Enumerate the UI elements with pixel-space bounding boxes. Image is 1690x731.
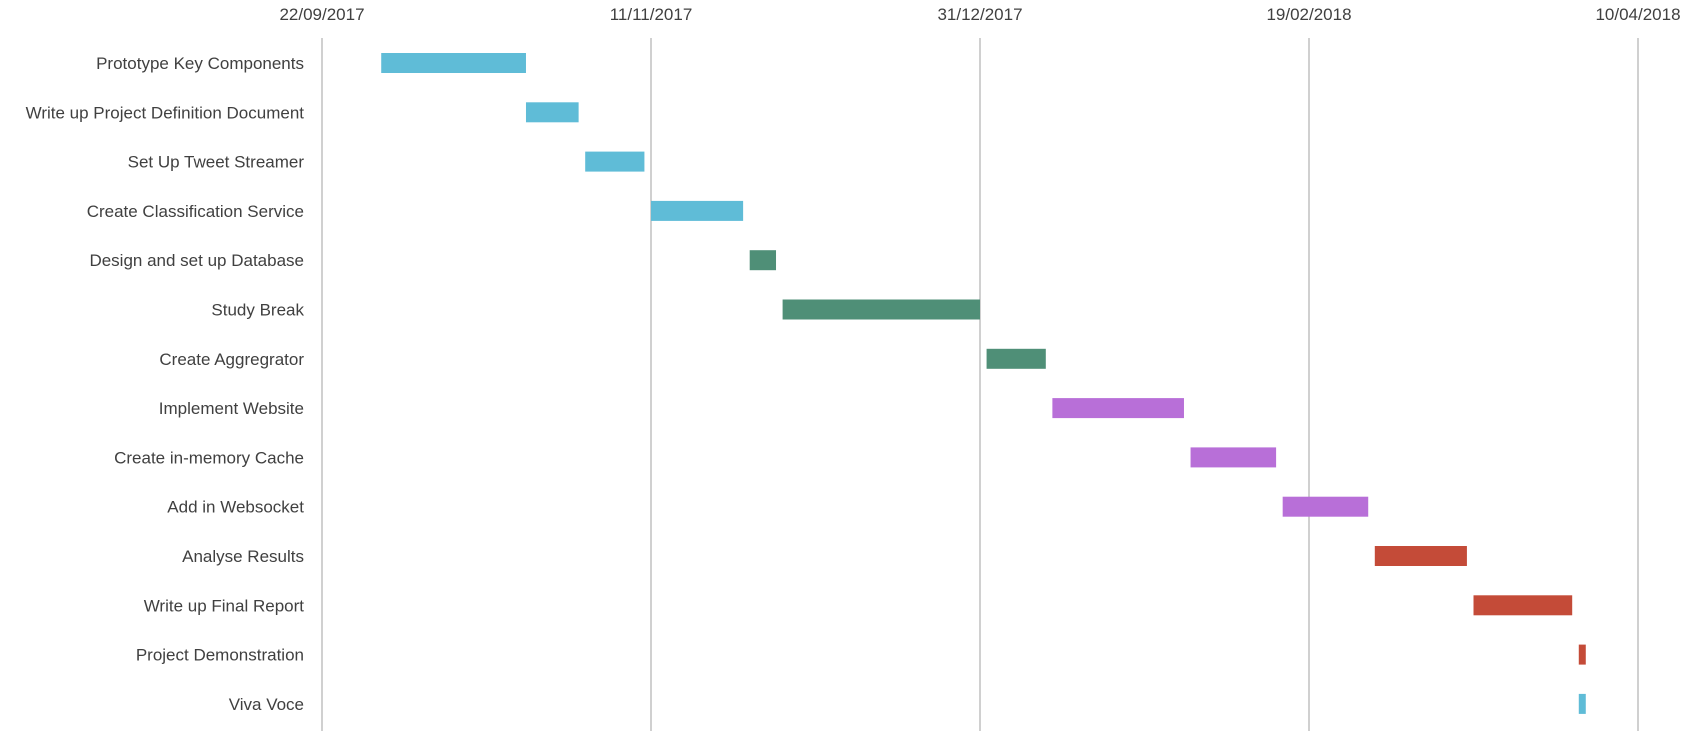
task-bar — [381, 53, 526, 73]
task-bars — [381, 53, 1586, 714]
task-bar — [782, 299, 980, 320]
x-tick-label: 10/04/2018 — [1595, 5, 1680, 24]
task-label: Project Demonstration — [136, 646, 304, 665]
task-bar — [525, 102, 579, 123]
task-bar — [1578, 644, 1586, 665]
task-label: Prototype Key Components — [96, 54, 304, 73]
task-label: Add in Websocket — [167, 498, 304, 517]
task-bar — [1282, 496, 1369, 517]
x-tick-label: 22/09/2017 — [279, 5, 364, 24]
task-label: Create in-memory Cache — [114, 448, 304, 467]
task-bar — [1473, 595, 1573, 616]
x-tick-label: 11/11/2017 — [610, 5, 693, 24]
task-bar — [1578, 693, 1586, 714]
task-bar — [986, 348, 1046, 369]
task-labels: Prototype Key Components Write up Project… — [26, 54, 305, 714]
task-label: Create Classification Service — [87, 202, 304, 221]
x-tick-label: 31/12/2017 — [937, 5, 1022, 24]
task-label: Create Aggregrator — [159, 350, 304, 369]
task-label: Write up Final Report — [144, 596, 305, 615]
task-label: Study Break — [211, 301, 304, 320]
task-label: Implement Website — [159, 399, 304, 418]
task-bar — [651, 200, 744, 221]
task-label: Set Up Tweet Streamer — [128, 153, 305, 172]
task-bar — [585, 151, 645, 172]
task-label: Analyse Results — [182, 547, 304, 566]
task-label: Design and set up Database — [89, 251, 304, 270]
task-bar — [1052, 398, 1184, 419]
task-label: Viva Voce — [229, 695, 304, 714]
gridlines — [321, 38, 1639, 731]
task-bar — [749, 250, 777, 271]
x-tick-label: 19/02/2018 — [1266, 5, 1351, 24]
task-bar — [1190, 447, 1277, 468]
x-axis-tick-labels: 22/09/2017 11/11/2017 31/12/2017 19/02/2018… — [279, 5, 1680, 24]
task-bar — [1374, 546, 1467, 566]
task-label: Write up Project Definition Document — [26, 103, 305, 122]
